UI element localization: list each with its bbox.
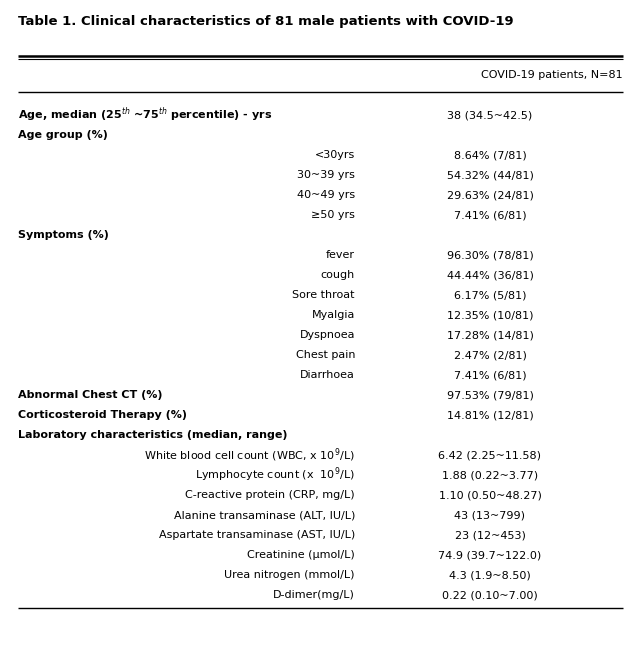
- Text: 1.88 (0.22~3.77): 1.88 (0.22~3.77): [442, 470, 538, 480]
- Text: 44.44% (36/81): 44.44% (36/81): [447, 270, 533, 280]
- Text: Age, median (25$^{th}$ ~75$^{th}$ percentile) - yrs: Age, median (25$^{th}$ ~75$^{th}$ percen…: [18, 106, 272, 125]
- Text: Sore throat: Sore throat: [292, 290, 355, 300]
- Text: 6.17% (5/81): 6.17% (5/81): [454, 290, 526, 300]
- Text: 6.42 (2.25~11.58): 6.42 (2.25~11.58): [438, 450, 542, 460]
- Text: 0.22 (0.10~7.00): 0.22 (0.10~7.00): [442, 590, 538, 600]
- Text: Aspartate transaminase (AST, IU/L): Aspartate transaminase (AST, IU/L): [159, 530, 355, 540]
- Text: 1.10 (0.50~48.27): 1.10 (0.50~48.27): [438, 490, 542, 500]
- Text: Alanine transaminase (ALT, IU/L): Alanine transaminase (ALT, IU/L): [174, 510, 355, 520]
- Text: Abnormal Chest CT (%): Abnormal Chest CT (%): [18, 390, 163, 400]
- Text: 38 (34.5~42.5): 38 (34.5~42.5): [447, 110, 533, 120]
- Text: 54.32% (44/81): 54.32% (44/81): [447, 170, 533, 180]
- Text: Corticosteroid Therapy (%): Corticosteroid Therapy (%): [18, 410, 187, 420]
- Text: Creatinine (μmol/L): Creatinine (μmol/L): [247, 550, 355, 560]
- Text: Lymphocyte count (x  10$^{9}$/L): Lymphocyte count (x 10$^{9}$/L): [196, 466, 355, 484]
- Text: D-dimer(mg/L): D-dimer(mg/L): [273, 590, 355, 600]
- Text: Myalgia: Myalgia: [312, 310, 355, 320]
- Text: Diarrhoea: Diarrhoea: [300, 370, 355, 380]
- Text: 12.35% (10/81): 12.35% (10/81): [447, 310, 533, 320]
- Text: cough: cough: [320, 270, 355, 280]
- Text: Symptoms (%): Symptoms (%): [18, 230, 109, 240]
- Text: 29.63% (24/81): 29.63% (24/81): [447, 190, 533, 200]
- Text: fever: fever: [326, 250, 355, 260]
- Text: Urea nitrogen (mmol/L): Urea nitrogen (mmol/L): [224, 570, 355, 580]
- Text: Chest pain: Chest pain: [296, 350, 355, 360]
- Text: 17.28% (14/81): 17.28% (14/81): [447, 330, 533, 340]
- Text: COVID-19 patients, N=81: COVID-19 patients, N=81: [481, 70, 623, 80]
- Text: 23 (12~453): 23 (12~453): [454, 530, 526, 540]
- Text: 30~39 yrs: 30~39 yrs: [297, 170, 355, 180]
- Text: 7.41% (6/81): 7.41% (6/81): [454, 210, 526, 220]
- Text: 97.53% (79/81): 97.53% (79/81): [447, 390, 533, 400]
- Text: Age group (%): Age group (%): [18, 130, 108, 140]
- Text: 8.64% (7/81): 8.64% (7/81): [454, 150, 526, 160]
- Text: White blood cell count (WBC, x 10$^{9}$/L): White blood cell count (WBC, x 10$^{9}$/…: [144, 446, 355, 464]
- Text: 96.30% (78/81): 96.30% (78/81): [447, 250, 533, 260]
- Text: Laboratory characteristics (median, range): Laboratory characteristics (median, rang…: [18, 430, 288, 440]
- Text: 4.3 (1.9~8.50): 4.3 (1.9~8.50): [449, 570, 531, 580]
- Text: ≥50 yrs: ≥50 yrs: [311, 210, 355, 220]
- Text: C-reactive protein (CRP, mg/L): C-reactive protein (CRP, mg/L): [185, 490, 355, 500]
- Text: 2.47% (2/81): 2.47% (2/81): [454, 350, 526, 360]
- Text: 14.81% (12/81): 14.81% (12/81): [447, 410, 533, 420]
- Text: 7.41% (6/81): 7.41% (6/81): [454, 370, 526, 380]
- Text: Table 1. Clinical characteristics of 81 male patients with COVID-19: Table 1. Clinical characteristics of 81 …: [18, 15, 513, 28]
- Text: <30yrs: <30yrs: [315, 150, 355, 160]
- Text: 74.9 (39.7~122.0): 74.9 (39.7~122.0): [438, 550, 542, 560]
- Text: Dyspnoea: Dyspnoea: [299, 330, 355, 340]
- Text: 40~49 yrs: 40~49 yrs: [297, 190, 355, 200]
- Text: 43 (13~799): 43 (13~799): [454, 510, 526, 520]
